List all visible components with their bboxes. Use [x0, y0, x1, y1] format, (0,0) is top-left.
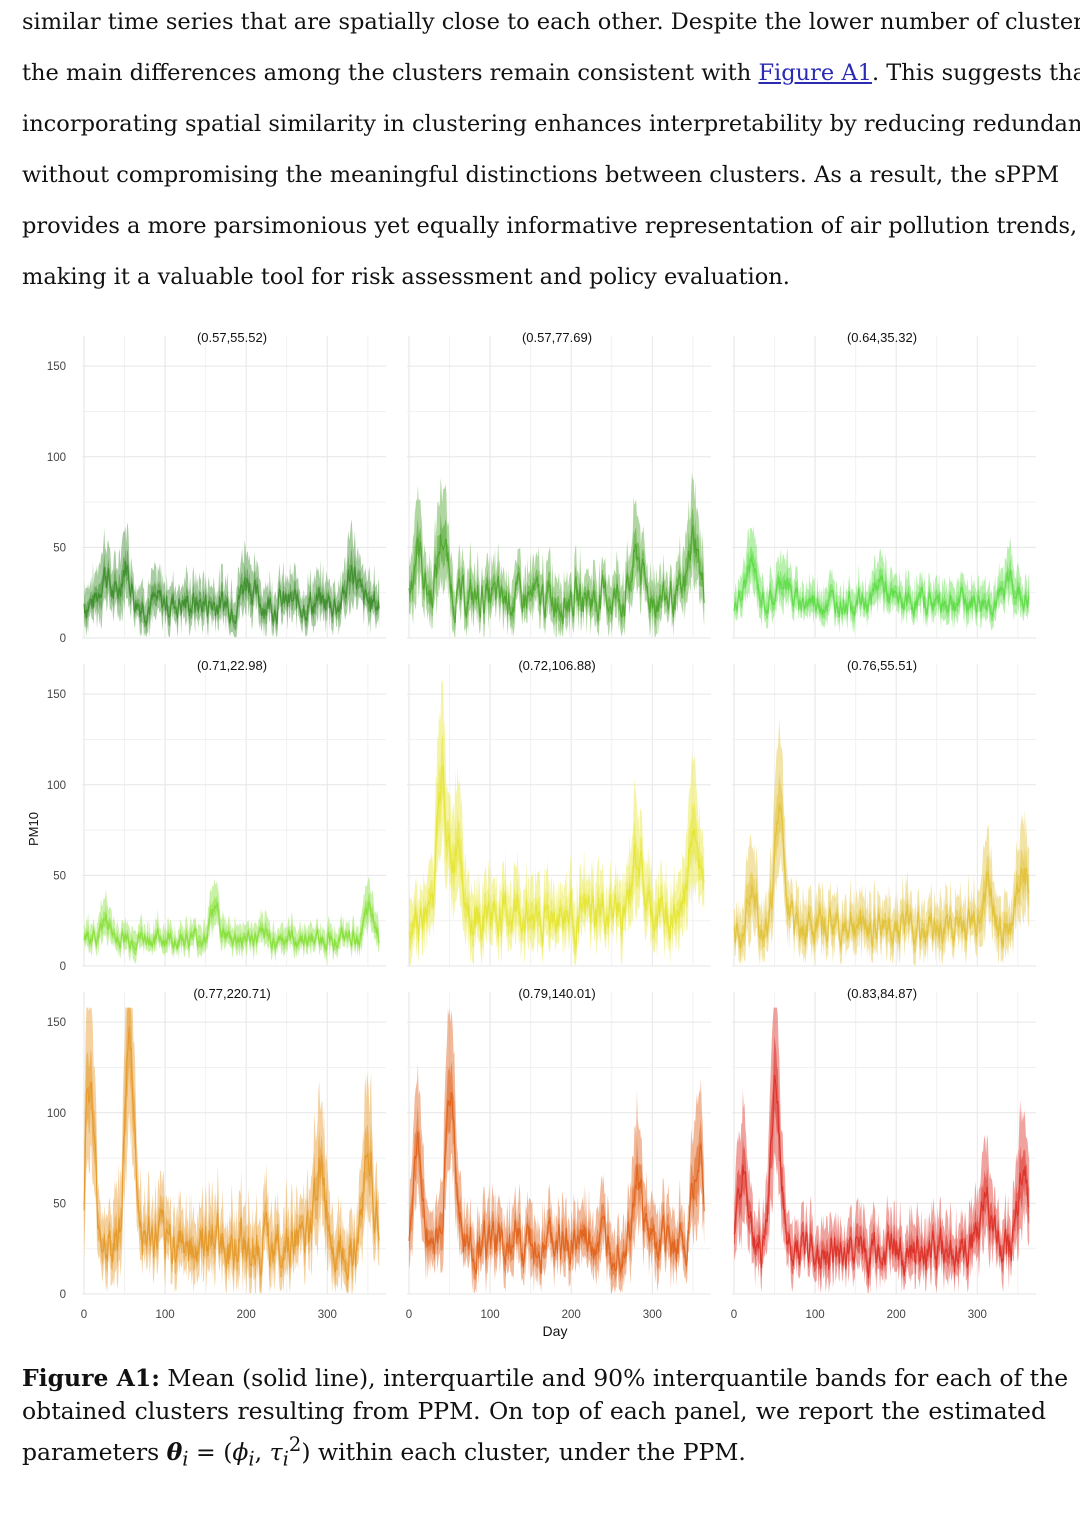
- x-tick-label: 300: [643, 1309, 662, 1321]
- caption-line: Figure A1: Mean (solid line), interquart…: [22, 1362, 1068, 1395]
- band-interquartile: [84, 893, 380, 957]
- band-interquartile: [409, 734, 705, 959]
- figure-caption: Figure A1: Mean (solid line), interquart…: [22, 1362, 1068, 1476]
- x-tick-label: 100: [806, 1309, 825, 1321]
- y-axis-label: PM10: [26, 812, 41, 846]
- x-tick-label: 100: [481, 1309, 500, 1321]
- band-interquartile: [84, 547, 380, 634]
- panel-title: (0.83,84.87): [847, 986, 917, 1001]
- x-tick-label: 0: [731, 1309, 737, 1321]
- theta-symbol: θ: [166, 1437, 183, 1466]
- caption-label: Figure A1:: [22, 1364, 160, 1392]
- x-tick-label: 0: [81, 1309, 87, 1321]
- y-tick-label: 100: [47, 780, 66, 792]
- x-tick-label: 0: [406, 1309, 412, 1321]
- panel-title: (0.71,22.98): [197, 658, 267, 673]
- y-tick-label: 50: [53, 870, 66, 882]
- x-tick-label: 300: [968, 1309, 987, 1321]
- y-tick-label: 50: [53, 542, 66, 554]
- panel: (0.72,106.88): [407, 658, 711, 967]
- mean-line: [83, 901, 380, 951]
- paragraph-line: making it a valuable tool for risk asses…: [22, 264, 790, 290]
- mean-line: [83, 1026, 380, 1282]
- phi-subscript: i: [248, 1447, 255, 1471]
- band-90: [84, 876, 380, 965]
- panel: (0.77,220.71) 0 50 100 150 0 100 200 300: [47, 986, 386, 1321]
- panel: (0.57,55.52) 0 50 100 150: [47, 330, 386, 645]
- band-interquartile: [734, 771, 1030, 962]
- panel-title: (0.57,77.69): [522, 330, 592, 345]
- paragraph-line: incorporating spatial similarity in clus…: [22, 111, 1080, 137]
- mean-line: [408, 525, 705, 625]
- mean-line: [408, 1091, 705, 1275]
- y-tick-label: 150: [47, 1017, 66, 1029]
- band-90: [84, 518, 380, 638]
- x-tick-label: 100: [156, 1309, 175, 1321]
- tau-symbol: τ: [269, 1437, 283, 1466]
- panel: (0.76,55.51): [732, 658, 1036, 967]
- caption-text: parameters: [22, 1437, 167, 1466]
- panel-title: (0.72,106.88): [518, 658, 595, 673]
- y-tick-label: 0: [60, 633, 66, 645]
- body-paragraph: similar time series that are spatially c…: [22, 0, 1080, 306]
- paragraph-line-with-link: the main differences among the clusters …: [22, 51, 1080, 102]
- caption-text: Mean (solid line), interquartile and 90%…: [159, 1364, 1069, 1392]
- caption-text: = (: [188, 1437, 233, 1466]
- mean-line: [733, 555, 1030, 618]
- x-tick-label: 200: [887, 1309, 906, 1321]
- mean-line: [733, 1074, 1030, 1279]
- x-tick-label: 200: [237, 1309, 256, 1321]
- band-interquartile: [409, 1061, 705, 1288]
- band-90: [734, 1007, 1030, 1294]
- y-tick-label: 0: [60, 1289, 66, 1301]
- x-tick-label: 200: [562, 1309, 581, 1321]
- panel-title: (0.57,55.52): [197, 330, 267, 345]
- panel-title: (0.76,55.51): [847, 658, 917, 673]
- theta-subscript: i: [182, 1447, 189, 1471]
- band-interquartile: [84, 1007, 380, 1293]
- y-tick-label: 0: [60, 961, 66, 973]
- panel: (0.79,140.01) 0 100 200 300: [406, 986, 711, 1321]
- panel: (0.64,35.32): [732, 330, 1036, 639]
- paragraph-line: similar time series that are spatially c…: [22, 9, 1080, 35]
- caption-line: obtained clusters resulting from PPM. On…: [22, 1397, 1046, 1425]
- caption-text: ) within each cluster, under the PPM.: [301, 1437, 746, 1466]
- tau-subscript: i: [282, 1447, 289, 1471]
- y-tick-label: 100: [47, 452, 66, 464]
- mean-line: [408, 764, 705, 949]
- caption-line: parameters θi = (ϕi, τi2) within each cl…: [22, 1433, 746, 1471]
- paragraph-line: without compromising the meaningful dist…: [22, 162, 1060, 188]
- phi-symbol: ϕ: [232, 1437, 249, 1466]
- panel: (0.83,84.87) 0 100 200 300: [731, 986, 1036, 1321]
- panel: (0.57,77.69): [407, 330, 711, 639]
- panel-title: (0.79,140.01): [518, 986, 595, 1001]
- figure-a1-link[interactable]: Figure A1: [758, 60, 872, 86]
- y-tick-label: 150: [47, 361, 66, 373]
- x-axis-label: Day: [543, 1323, 568, 1339]
- paragraph-text: the main differences among the clusters …: [22, 60, 759, 86]
- x-tick-label: 300: [318, 1309, 337, 1321]
- panel-title: (0.77,220.71): [193, 986, 270, 1001]
- band-90: [734, 719, 1030, 966]
- paragraph-line: provides a more parsimonious yet equally…: [22, 213, 1078, 239]
- panel: (0.71,22.98) 0 50 100 150: [47, 658, 386, 973]
- y-tick-label: 150: [47, 689, 66, 701]
- cluster-figure: (0.57,55.52) 0 50 100 150 (0.57,77.69) (0.64,3…: [26, 330, 1036, 1339]
- paragraph-text: . This suggests that: [871, 60, 1080, 86]
- y-tick-label: 50: [53, 1198, 66, 1210]
- y-tick-label: 100: [47, 1108, 66, 1120]
- mean-line: [733, 803, 1030, 948]
- panel-title: (0.64,35.32): [847, 330, 917, 345]
- mean-line: [83, 561, 380, 626]
